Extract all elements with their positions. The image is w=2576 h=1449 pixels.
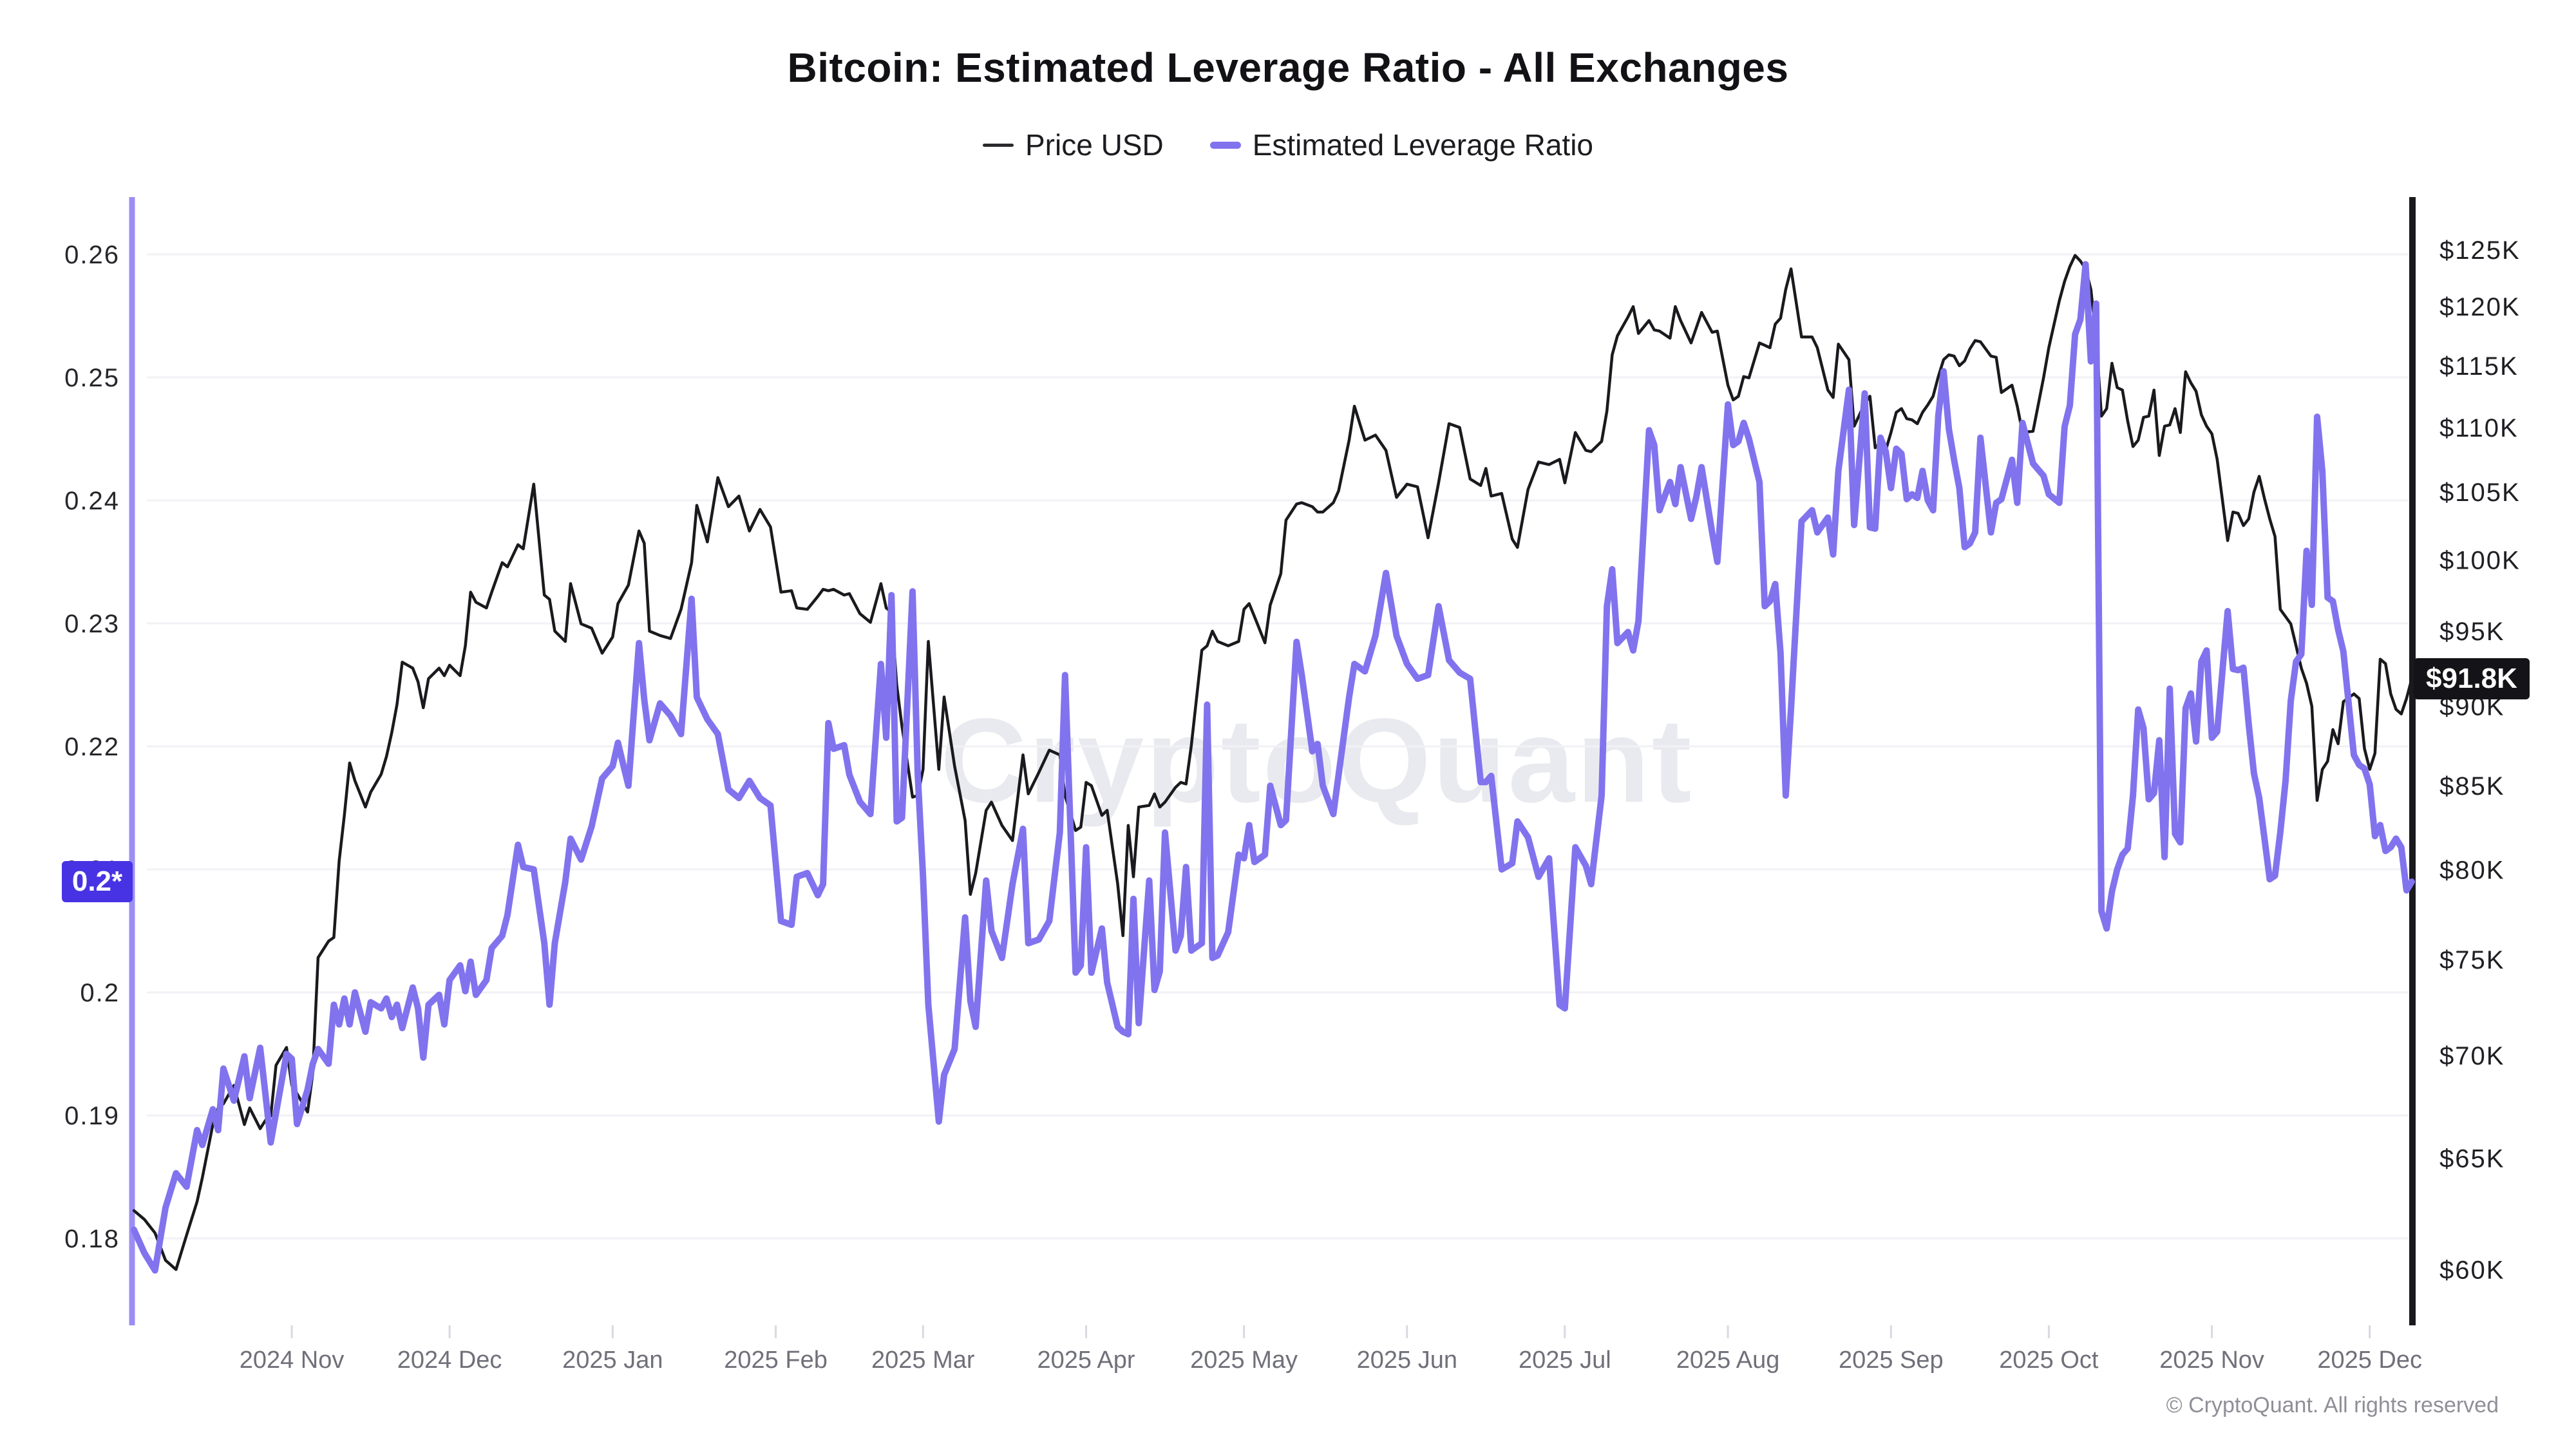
leverage-line [131,261,2415,1274]
price-current-value-badge: $91.8K [2414,658,2530,699]
right-axis-tick-label: $75K [2439,946,2505,974]
right-axis-tick-label: $105K [2439,478,2521,507]
left-axis-tick-label: 0.25 [64,364,120,392]
left-axis-tick-label: 0.18 [64,1225,120,1253]
left-axis-tick-label: 0.22 [64,733,120,761]
legend: Price USD Estimated Leverage Ratio [0,128,2576,162]
x-axis-tick-label: 2025 Jan [562,1347,663,1374]
page-title: Bitcoin: Estimated Leverage Ratio - All … [787,44,1789,91]
x-axis-tick-label: 2025 Jun [1357,1347,1457,1374]
left-axis-tick-label: 0.19 [64,1102,120,1130]
legend-item-leverage-ratio[interactable]: Estimated Leverage Ratio [1209,128,1593,162]
copyright-footer: © CryptoQuant. All rights reserved [2166,1393,2499,1417]
right-axis-tick-label: $110K [2439,414,2519,442]
right-axis-tick-label: $85K [2439,772,2505,800]
right-axis-tick-label: $95K [2439,618,2505,646]
right-axis-tick-label: $115K [2439,352,2519,381]
x-axis-tick-label: 2024 Dec [397,1347,502,1374]
gridlines [147,253,2409,1240]
x-axis-tick-label: 2025 Oct [1999,1347,2099,1374]
leverage-line-swatch-icon [1209,141,1241,149]
legend-item-price-usd[interactable]: Price USD [982,128,1164,162]
right-axis-tick-label: $80K [2439,857,2505,885]
x-axis-tick-label: 2025 Nov [2159,1347,2264,1374]
left-axis-tick-label: 0.24 [64,487,120,515]
price-line [132,254,2414,1271]
legend-label-leverage: Estimated Leverage Ratio [1252,128,1593,162]
right-axis-labels: $125K$120K$115K$110K$105K$100K$95K$90K$8… [2439,236,2521,1284]
x-axis-tick-label: 2025 Aug [1676,1347,1780,1374]
x-axis-tick-label: 2025 Sep [1839,1347,1944,1374]
x-axis-ticks [290,1325,2371,1338]
legend-label-price: Price USD [1025,128,1164,162]
right-axis-tick-label: $65K [2439,1145,2505,1173]
price-line-swatch-icon [982,143,1014,147]
x-axis-tick-label: 2025 Dec [2317,1347,2422,1374]
right-axis-tick-label: $125K [2439,236,2521,265]
x-axis-tick-label: 2024 Nov [240,1347,345,1374]
left-axis-tick-label: 0.23 [64,610,120,638]
left-axis-tick-label: 0.2 [80,979,120,1007]
left-axis-labels: 0.260.250.240.230.220.210.20.190.18 [64,241,120,1253]
right-axis-tick-label: $120K [2439,293,2521,321]
x-axis-tick-label: 2025 Feb [724,1347,828,1374]
left-axis-tick-label: 0.26 [64,241,120,269]
x-axis-tick-label: 2025 May [1190,1347,1298,1374]
x-axis-labels: 2024 Nov 2024 Dec 2025 Jan 2025 Feb 2025 Mar… [240,1347,2422,1374]
right-axis-tick-label: $100K [2439,546,2521,574]
right-axis-tick-label: $60K [2439,1256,2505,1284]
x-axis-tick-label: 2025 Apr [1037,1347,1135,1374]
right-axis-tick-label: $70K [2439,1042,2505,1070]
leverage-current-value-badge: 0.2* [62,861,133,903]
x-axis-tick-label: 2025 Jul [1519,1347,1611,1374]
x-axis-tick-label: 2025 Mar [871,1347,975,1374]
